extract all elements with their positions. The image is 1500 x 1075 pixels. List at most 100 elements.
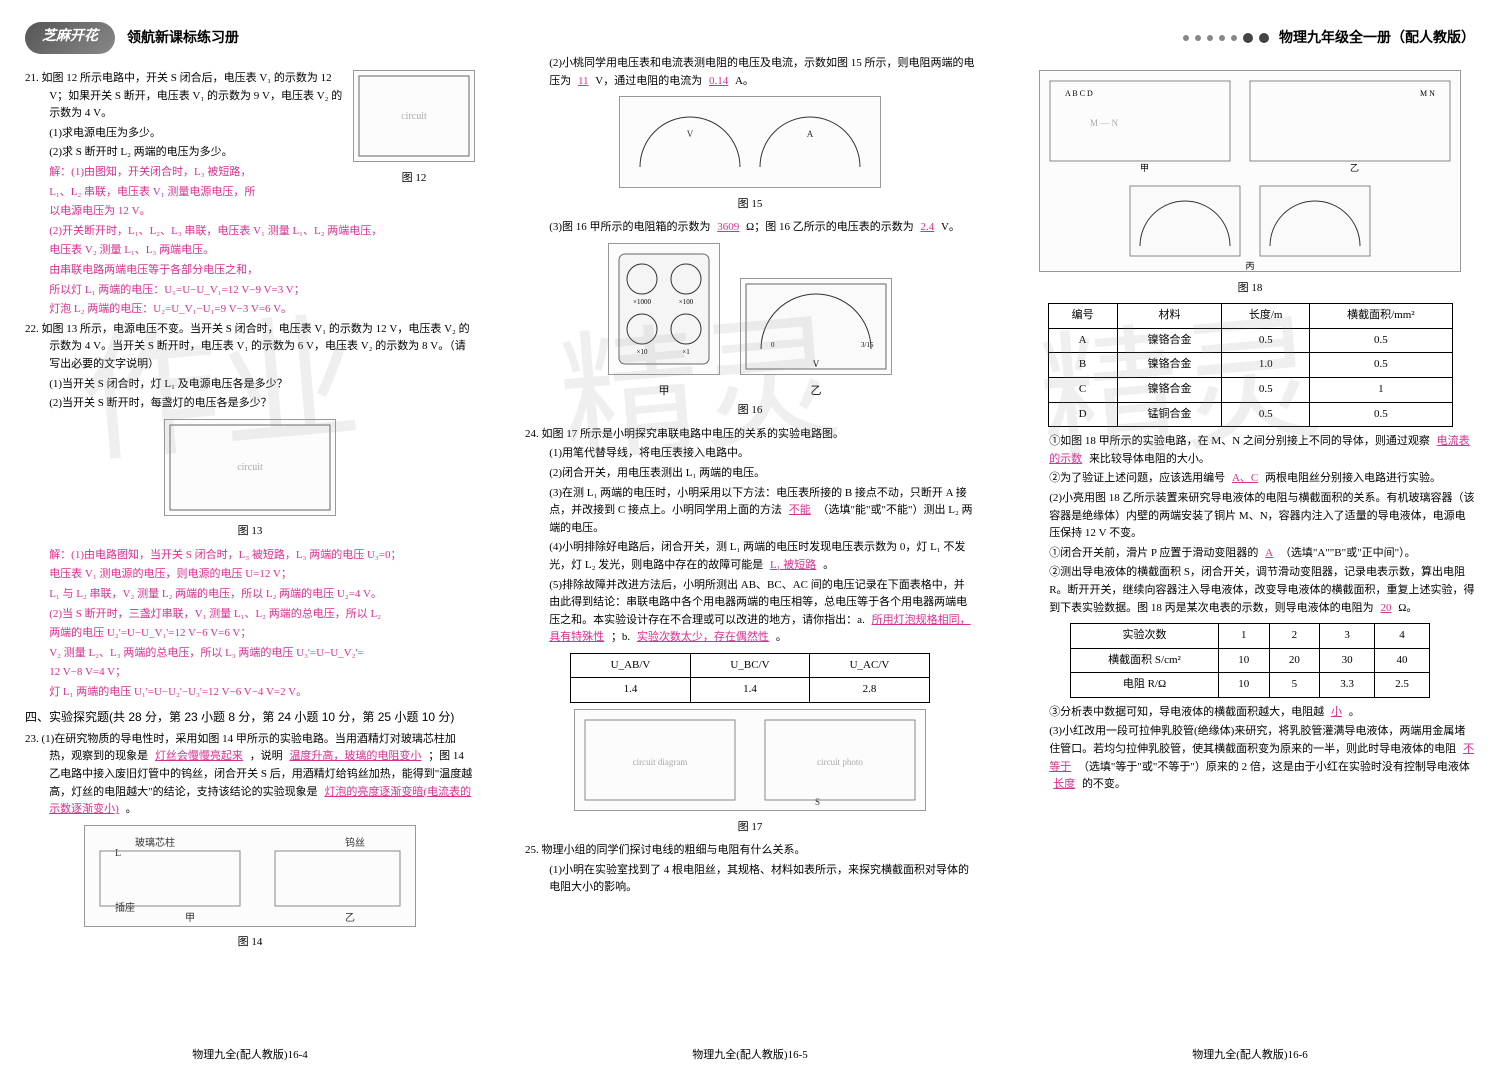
q23-p3-blank1: 3609 — [713, 221, 743, 233]
svg-text:V: V — [687, 129, 694, 139]
dot-decoration — [1183, 33, 1269, 43]
column-mid: (2)小桃同学用电压表和电流表测电阻的电压及电流，示数如图 15 所示，则电阻两… — [500, 0, 1000, 1075]
svg-text:×1: ×1 — [682, 348, 690, 356]
fig14-caption: 图 14 — [25, 934, 475, 952]
q24-s4-blank: L₁ 被短路 — [766, 559, 820, 571]
footer-mid: 物理九全(配人教版)16-5 — [500, 1047, 1000, 1065]
q22-sub2: (2)当开关 S 断开时，每盏灯的电压各是多少？ — [25, 395, 475, 413]
q23-p2-blank2: 0.14 — [705, 75, 732, 87]
figure-18: A B C D M — N 甲 M N 乙 丙 图 18 — [1025, 70, 1475, 297]
q21-sol-6: 由串联电路两端电压等于各部分电压之和， — [25, 262, 475, 280]
q22-stem: 22. 如图 13 所示，电源电压不变。当开关 S 闭合时，电压表 V₁ 的示数… — [25, 321, 475, 374]
q24-s3-blank: 不能 — [785, 504, 815, 516]
svg-text:×100: ×100 — [679, 298, 694, 306]
q23-p2: (2)小桃同学用电压表和电流表测电阻的电压及电流，示数如图 15 所示，则电阻两… — [525, 55, 975, 90]
figure-15: V A 图 15 — [525, 96, 975, 213]
q25-p2a-blank: A — [1261, 547, 1277, 559]
svg-text:circuit diagram: circuit diagram — [633, 757, 688, 767]
svg-text:钨丝: 钨丝 — [345, 836, 365, 849]
svg-text:L: L — [115, 848, 121, 859]
column-right: 物理九年级全一册（配人教版） A B C D M — N 甲 M N 乙 丙 — [1000, 0, 1500, 1075]
q25-p1b-blank: A、C — [1228, 472, 1262, 484]
q21-sol-7: 所以灯 L₁ 两端的电压：U₁=U−U_V₁=12 V−9 V=3 V； — [25, 282, 475, 300]
column-left: 芝麻开花 领航新课标练习册 circuit 图 12 21. 如图 12 所示电… — [0, 0, 500, 1075]
q25-s2: (2)小亮用图 18 乙所示装置来研究导电液体的电阻与横截面积的关系。有机玻璃容… — [1025, 490, 1475, 543]
svg-text:玻璃芯柱: 玻璃芯柱 — [135, 836, 175, 849]
header-title-right: 物理九年级全一册（配人教版） — [1279, 26, 1475, 48]
svg-text:丙: 丙 — [1245, 261, 1254, 271]
q25-s1: (1)小明在实验室找到了 4 根电阻丝，其规格、材料如表所示，来探究横截面积对导… — [525, 862, 975, 897]
q25-table1: 编号 材料 长度/m 横截面积/mm² A镍铬合金0.50.5 B镍铬合金1.0… — [1048, 303, 1453, 427]
svg-text:×1000: ×1000 — [633, 298, 651, 306]
brand-badge: 芝麻开花 — [25, 22, 115, 54]
q25-table2: 实验次数 1 2 3 4 横截面积 S/cm² 10 20 30 40 电阻 R… — [1070, 623, 1430, 698]
svg-text:circuit: circuit — [401, 111, 427, 122]
q22-sol-5: 两端的电压 U₂'=U−U_V₁'=12 V−6 V=6 V； — [25, 625, 475, 643]
q25-p2b-blank: 20 — [1376, 602, 1395, 614]
q25-p2a: ①闭合开关前，滑片 P 应置于滑动变阻器的 A （选填"A""B"或"正中间"）… — [1025, 545, 1475, 563]
svg-text:插座: 插座 — [115, 901, 135, 914]
q24-s4: (4)小明排除好电路后，闭合开关，测 L₁ 两端的电压时发现电压表示数为 0，灯… — [525, 539, 975, 574]
q25-s3-blank2: 长度 — [1049, 778, 1079, 790]
svg-text:乙: 乙 — [1350, 163, 1359, 173]
q21-sol-5: 电压表 V₂ 测量 L₁、L₃ 两端电压。 — [25, 242, 475, 260]
svg-text:0: 0 — [771, 341, 775, 349]
fig13-caption: 图 13 — [25, 523, 475, 541]
q21-sol-4: (2)开关断开时，L₁、L₂、L₃ 串联，电压表 V₁ 测量 L₁、L₂ 两端电… — [25, 223, 475, 241]
section4-title: 四、实验探究题(共 28 分，第 23 小题 8 分，第 24 小题 10 分，… — [25, 708, 475, 727]
footer-left: 物理九全(配人教版)16-4 — [0, 1047, 500, 1065]
q22-sol-8: 灯 L₁ 两端的电压 U₁'=U−U₂'−U₃'=12 V−6 V−4 V=2 … — [25, 684, 475, 702]
q22-sol-2: 电压表 V₁ 测电源的电压，则电源的电压 U=12 V； — [25, 566, 475, 584]
svg-text:M N: M N — [1420, 89, 1435, 98]
svg-text:circuit: circuit — [237, 462, 263, 473]
svg-text:M — N: M — N — [1090, 118, 1119, 128]
svg-text:S: S — [815, 797, 820, 807]
q25-p2b: ②测出导电液体的横截面积 S，闭合开关，调节滑动变阻器，记录电表示数，算出电阻 … — [1025, 564, 1475, 617]
header-left: 芝麻开花 领航新课标练习册 — [25, 20, 475, 55]
q23-blank1: 灯丝会慢慢亮起来 — [151, 750, 247, 762]
q24-s2: (2)闭合开关，用电压表测出 L₁ 两端的电压。 — [525, 465, 975, 483]
q25-p2c: ③分析表中数据可知，导电液体的横截面积越大，电阻越 小 。 — [1025, 704, 1475, 722]
q25-s3: (3)小红改用一段可拉伸乳胶管(绝缘体)来研究，将乳胶管灌满导电液体，两端用金属… — [1025, 723, 1475, 793]
q23-stem: 23. (1)在研究物质的导电性时，采用如图 14 甲所示的实验电路。当用酒精灯… — [25, 731, 475, 819]
q23-p2-blank1: 11 — [574, 75, 593, 87]
fig17-caption: 图 17 — [525, 819, 975, 837]
svg-text:乙: 乙 — [345, 912, 355, 924]
fig12-caption: 图 12 — [353, 170, 475, 188]
q24-stem: 24. 如图 17 所示是小明探究串联电路中电压的关系的实验电路图。 — [525, 426, 975, 444]
figure-16: ×1000 ×100 ×10 ×1 甲 V 0 — [525, 243, 975, 420]
svg-text:A B C D: A B C D — [1065, 89, 1093, 98]
figure-17: circuit diagram circuit photo S 图 17 — [525, 709, 975, 836]
q25-p1b: ②为了验证上述问题，应该选用编号 A、C 两根电阻丝分别接入电路进行实验。 — [1025, 470, 1475, 488]
q23-p3-blank2: 2.4 — [916, 221, 938, 233]
svg-text:×10: ×10 — [637, 348, 648, 356]
svg-text:甲: 甲 — [185, 913, 195, 924]
svg-text:V: V — [813, 359, 820, 369]
q22-sol-7: 12 V−8 V=4 V； — [25, 664, 475, 682]
svg-text:circuit photo: circuit photo — [817, 757, 863, 767]
footer-right: 物理九全(配人教版)16-6 — [1000, 1047, 1500, 1065]
q25-p2c-blank: 小 — [1327, 706, 1346, 718]
q21-sol-3: 以电源电压为 12 V。 — [25, 203, 475, 221]
fig18-caption: 图 18 — [1025, 280, 1475, 298]
q24-s3: (3)在测 L₁ 两端的电压时，小明采用以下方法：电压表所接的 B 接点不动，只… — [525, 485, 975, 538]
q21-sol-8: 灯泡 L₂ 两端的电压：U₂=U_V₁−U₁=9 V−3 V=6 V。 — [25, 301, 475, 319]
q22-sub1: (1)当开关 S 闭合时，灯 L₁ 及电源电压各是多少？ — [25, 376, 475, 394]
q22-sol-4: (2)当 S 断开时，三盏灯串联，V₁ 测量 L₁、L₂ 两端的总电压，所以 L… — [25, 606, 475, 624]
q24-s1: (1)用笔代替导线，将电压表接入电路中。 — [525, 445, 975, 463]
header-right: 物理九年级全一册（配人教版） — [1025, 20, 1475, 55]
q25-p1a: ①如图 18 甲所示的实验电路，在 M、N 之间分别接上不同的导体，则通过观察 … — [1025, 433, 1475, 468]
figure-14: 玻璃芯柱 钨丝 L 插座 甲 乙 图 14 — [25, 825, 475, 952]
svg-text:3/15: 3/15 — [861, 341, 874, 349]
fig15-caption: 图 15 — [525, 196, 975, 214]
q22-sol-3: L₁ 与 L₂ 串联，V₂ 测量 L₂ 两端的电压，所以 L₂ 两端的电压 U₂… — [25, 586, 475, 604]
q22-sol-1: 解：(1)由电路图知，当开关 S 闭合时，L₃ 被短路，L₃ 两端的电压 U₃=… — [25, 547, 475, 565]
q24-table: U_AB/V U_BC/V U_AC/V 1.4 1.4 2.8 — [570, 653, 930, 703]
q23-p3: (3)图 16 甲所示的电阻箱的示数为 3609 Ω；图 16 乙所示的电压表的… — [525, 219, 975, 237]
svg-text:A: A — [807, 129, 814, 139]
q24-s5-blank-b: 实验次数太少，存在偶然性 — [633, 631, 773, 643]
q22-sol-6: V₂ 测量 L₂、L₃ 两端的总电压，所以 L₃ 两端的电压 U₃'=U−U_V… — [25, 645, 475, 663]
header-title-left: 领航新课标练习册 — [127, 26, 239, 48]
figure-12: circuit 图 12 — [353, 70, 475, 187]
q25-stem: 25. 物理小组的同学们探讨电线的粗细与电阻有什么关系。 — [525, 842, 975, 860]
